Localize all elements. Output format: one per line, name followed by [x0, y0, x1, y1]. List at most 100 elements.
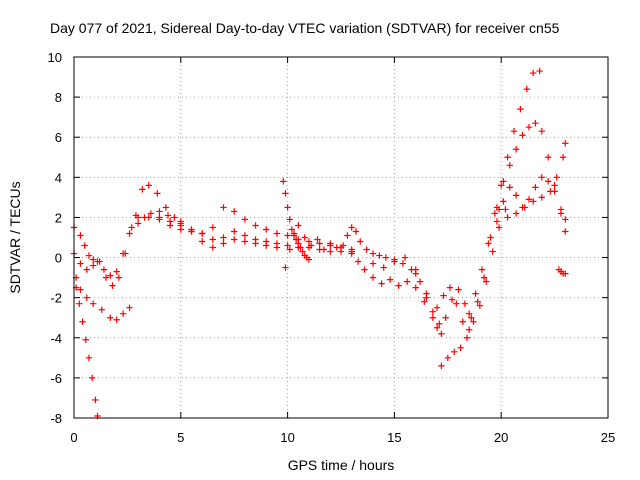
data-point-marker [286, 216, 293, 223]
data-point-marker [498, 182, 505, 189]
data-point-marker [241, 238, 249, 245]
data-point-marker [532, 184, 539, 191]
data-point-marker [361, 266, 368, 273]
data-point-marker [90, 256, 97, 263]
data-point-marker [538, 174, 545, 181]
data-point-marker [299, 248, 306, 255]
data-point-marker [504, 214, 511, 221]
plot-frame [73, 56, 609, 419]
y-tick-label: -2 [50, 291, 62, 306]
data-point-marker [438, 330, 445, 337]
data-point-marker [483, 278, 490, 285]
x-tick-label: 5 [177, 430, 184, 445]
data-point-marker [506, 184, 513, 191]
data-point-marker [461, 300, 469, 307]
data-point-marker [446, 284, 454, 291]
data-point-marker [344, 232, 351, 239]
data-point-marker [98, 306, 105, 313]
data-point-marker [547, 188, 554, 195]
data-point-marker [380, 264, 387, 271]
data-point-marker [357, 238, 364, 245]
data-point-marker [88, 374, 96, 382]
data-point-marker [171, 214, 178, 221]
data-point-marker [557, 206, 565, 213]
data-point-marker [423, 294, 430, 301]
data-point-marker [489, 248, 496, 255]
data-point-marker [81, 242, 88, 249]
data-point-marker [122, 250, 129, 257]
data-point-marker [83, 266, 91, 273]
data-point-marker [495, 206, 503, 213]
data-point-marker [145, 214, 152, 221]
satellite-track-19 [555, 266, 569, 277]
data-point-marker [305, 238, 313, 245]
satellite-track-13 [416, 274, 488, 327]
data-point-marker [525, 123, 533, 131]
data-point-marker [433, 324, 441, 331]
data-point-marker [465, 310, 473, 317]
y-tick-label: -8 [50, 411, 62, 426]
data-point-marker [77, 286, 84, 293]
data-point-marker [536, 67, 543, 75]
data-point-marker [495, 224, 503, 231]
y-tick-label: 10 [48, 50, 62, 65]
data-point-marker [284, 242, 291, 249]
data-point-marker [421, 298, 428, 305]
data-point-marker [468, 314, 475, 321]
data-point-marker [369, 260, 377, 267]
satellite-track-15 [465, 67, 543, 317]
data-point-marker [525, 196, 533, 203]
data-points [70, 67, 569, 420]
data-point-marker [433, 304, 441, 311]
data-point-marker [369, 274, 377, 281]
data-point-marker [282, 264, 289, 271]
data-point-marker [369, 250, 377, 257]
data-point-marker [147, 210, 155, 217]
data-point-marker [284, 232, 291, 239]
data-point-marker [493, 218, 501, 225]
satellite-track-10 [337, 224, 419, 277]
data-point-marker [530, 69, 537, 77]
data-point-marker [530, 198, 537, 205]
y-tick-label: 0 [55, 251, 62, 266]
data-point-marker [115, 274, 123, 281]
data-point-marker [429, 314, 437, 321]
data-point-marker [209, 224, 217, 231]
x-tick-label: 25 [601, 430, 615, 445]
satellite-track-1 [70, 182, 184, 279]
data-point-marker [455, 286, 462, 293]
data-point-marker [562, 270, 569, 277]
x-axis-label: GPS time / hours [288, 457, 395, 473]
data-point-marker [290, 230, 298, 237]
data-point-marker [480, 274, 488, 281]
satellite-track-11 [348, 248, 445, 337]
chart-title: Day 077 of 2021, Sidereal Day-to-day VTE… [50, 20, 560, 36]
data-point-marker [134, 214, 142, 221]
data-point-marker [553, 174, 560, 181]
data-point-marker [252, 240, 259, 247]
data-point-marker [139, 186, 146, 193]
data-point-marker [297, 244, 304, 251]
data-point-marker [295, 222, 302, 229]
data-point-marker [301, 234, 308, 241]
data-point-marker [491, 210, 498, 217]
data-point-marker [412, 266, 419, 273]
y-tick-label: -6 [50, 371, 62, 386]
data-point-marker [241, 216, 249, 223]
satellite-track-7 [134, 214, 281, 251]
data-point-marker [376, 252, 383, 259]
data-point-marker [79, 318, 86, 325]
data-point-marker [521, 204, 528, 211]
data-point-marker [504, 154, 511, 161]
data-point-marker [559, 154, 567, 161]
x-tick-label: 15 [387, 430, 401, 445]
data-point-marker [354, 258, 362, 265]
data-point-marker [401, 254, 409, 261]
data-point-marker [241, 232, 249, 239]
data-point-marker [510, 128, 518, 135]
data-point-marker [252, 222, 259, 229]
data-point-marker [83, 294, 91, 301]
data-point-marker [448, 296, 456, 303]
data-point-marker [451, 348, 458, 356]
data-point-marker [472, 290, 479, 297]
